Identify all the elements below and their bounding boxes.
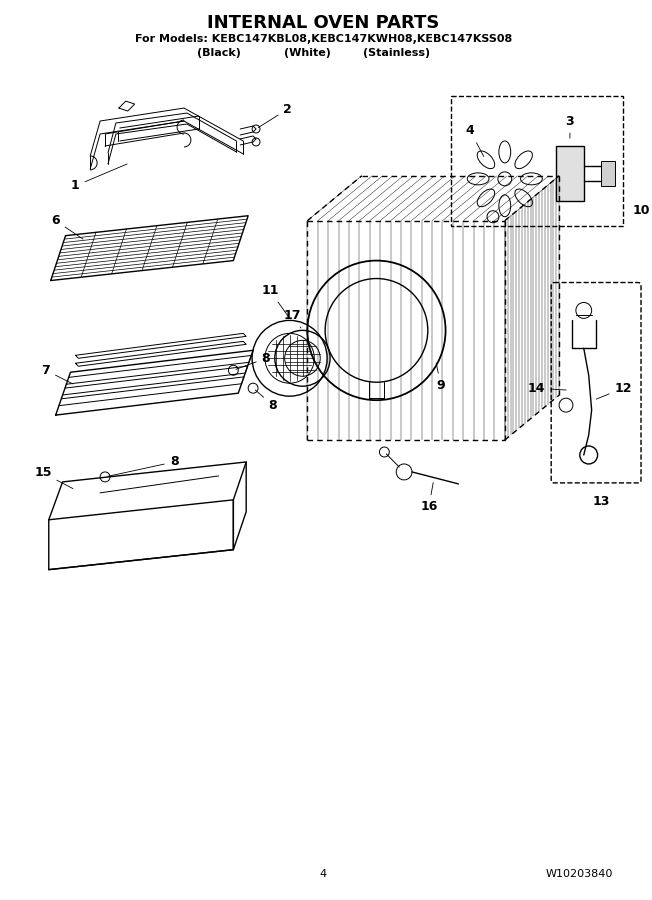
Bar (451, 96, 623, 226)
Text: 17: 17 (284, 309, 301, 328)
Text: 14: 14 (527, 382, 566, 395)
Text: 8: 8 (236, 352, 270, 369)
Text: (Black): (Black) (197, 49, 241, 58)
Text: 4: 4 (466, 124, 484, 157)
Text: 4: 4 (319, 868, 327, 878)
Text: 9: 9 (436, 363, 445, 392)
Text: 8: 8 (108, 455, 179, 476)
Text: W10203840: W10203840 (546, 868, 614, 878)
Text: (White): (White) (284, 49, 331, 58)
Text: 12: 12 (596, 382, 632, 399)
Text: 3: 3 (566, 114, 574, 139)
Text: 13: 13 (593, 495, 610, 508)
Text: 6: 6 (52, 214, 83, 239)
Bar (600, 161, 615, 185)
Text: 15: 15 (34, 466, 73, 489)
Text: 8: 8 (255, 390, 277, 411)
Bar (556, 146, 584, 201)
Text: 16: 16 (420, 482, 437, 513)
Text: 2: 2 (258, 103, 292, 128)
Text: For Models: KEBC147KBL08,KEBC147KWH08,KEBC147KSS08: For Models: KEBC147KBL08,KEBC147KWH08,KE… (134, 34, 512, 44)
Text: 10: 10 (632, 204, 650, 217)
Text: INTERNAL OVEN PARTS: INTERNAL OVEN PARTS (207, 14, 439, 32)
Text: 1: 1 (71, 164, 127, 193)
Text: 7: 7 (42, 364, 73, 384)
Text: 11: 11 (261, 284, 288, 316)
Text: (Stainless): (Stainless) (363, 49, 430, 58)
